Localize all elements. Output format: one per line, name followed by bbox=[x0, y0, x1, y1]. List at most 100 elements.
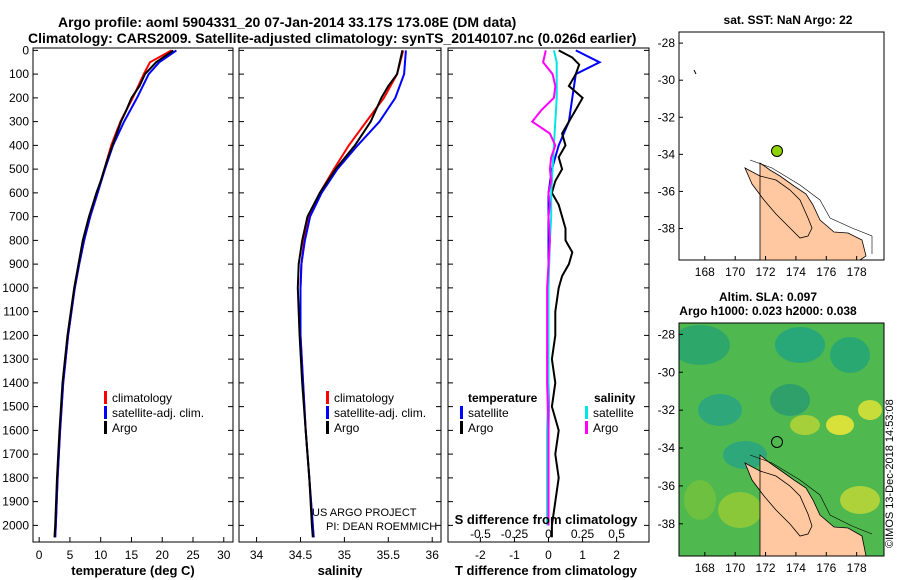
lon-tick-label: 176 bbox=[816, 265, 836, 279]
depth-tick-label: 1400 bbox=[2, 376, 29, 390]
x-tick-label: 30 bbox=[217, 548, 231, 562]
legend-swatch-argo bbox=[326, 421, 329, 434]
sla-map-title1: Altim. SLA: 0.097 bbox=[719, 290, 817, 304]
sla-map-frame bbox=[678, 322, 885, 557]
salinity-xlabel: salinity bbox=[318, 563, 364, 578]
legend-temperature-head: temperature bbox=[468, 391, 538, 405]
lon-tick-label: 178 bbox=[847, 265, 867, 279]
depth-tick-label: 1000 bbox=[2, 281, 29, 295]
series-s-argo-line bbox=[530, 50, 557, 526]
x-tick-label: 5 bbox=[67, 548, 74, 562]
legend-climatology: climatology bbox=[112, 391, 172, 405]
lat-tick-label: -28 bbox=[658, 327, 676, 341]
lat-tick-label: -28 bbox=[658, 36, 676, 50]
s-tick-label: -0.25 bbox=[501, 527, 529, 541]
lon-tick-label: 172 bbox=[756, 265, 776, 279]
s-tick-label: 0.25 bbox=[571, 527, 595, 541]
x-tick-label: 35 bbox=[338, 548, 352, 562]
legend-s-argo: Argo bbox=[593, 421, 619, 435]
legend-argo: Argo bbox=[334, 421, 360, 435]
sst-coast-contour bbox=[749, 159, 873, 254]
x-tick-label: 36 bbox=[426, 548, 440, 562]
legend-t-argo: Argo bbox=[468, 421, 494, 435]
x-tick-label: 15 bbox=[125, 548, 139, 562]
sst-map-title: sat. SST: NaN Argo: 22 bbox=[724, 13, 853, 27]
lat-tick-label: -32 bbox=[658, 110, 676, 124]
credit-pi: PI: DEAN ROEMMICH bbox=[326, 521, 437, 533]
x-tick-label: 25 bbox=[186, 548, 200, 562]
sla-map-axes: 168 170 172 174 176 178 -28 -30 -32 -34 -36 -38 bbox=[658, 327, 867, 575]
depth-tick-label: 700 bbox=[9, 210, 29, 224]
s-difference-xlabel: S difference from climatology bbox=[455, 512, 639, 527]
legend-satellite: satellite-adj. clim. bbox=[334, 406, 426, 420]
s-tick-label: -0.5 bbox=[470, 527, 491, 541]
legend-climatology: climatology bbox=[334, 391, 394, 405]
lon-tick-label: 170 bbox=[725, 265, 745, 279]
legend-s-satellite: satellite bbox=[593, 406, 634, 420]
series-t-argo-line bbox=[550, 49, 584, 538]
imos-watermark: ©IMOS 13-Dec-2018 14:53:08 bbox=[884, 399, 896, 548]
x-tick-label: 35.5 bbox=[377, 548, 401, 562]
credit-project: US ARGO PROJECT bbox=[312, 507, 417, 519]
depth-tick-label: 900 bbox=[9, 257, 29, 271]
depth-tick-label: 1100 bbox=[3, 305, 29, 319]
depth-tick-label: 1600 bbox=[2, 423, 29, 437]
x-tick-label: 2 bbox=[613, 548, 620, 562]
lat-tick-label: -30 bbox=[658, 365, 676, 379]
x-tick-label: 34 bbox=[250, 548, 264, 562]
depth-tick-label: 1500 bbox=[2, 400, 29, 414]
temperature-legend: climatology satellite-adj. clim. Argo bbox=[104, 391, 204, 435]
depth-tick-label: 1900 bbox=[2, 495, 29, 509]
t-difference-xlabel: T difference from climatology bbox=[455, 563, 638, 578]
legend-swatch-satellite bbox=[104, 406, 107, 419]
legend-swatch-climatology bbox=[104, 391, 107, 404]
salinity-panel: 34 34.5 35 35.5 36 salinity climatology sate… bbox=[238, 47, 442, 578]
temperature-xlabel: temperature (deg C) bbox=[71, 563, 195, 578]
figure-title-line1: Argo profile: aoml 5904331_20 07-Jan-201… bbox=[58, 14, 516, 30]
x-tick-label: 0 bbox=[36, 548, 43, 562]
legend-swatch-s-satellite bbox=[585, 406, 588, 419]
lat-tick-label: -32 bbox=[658, 403, 676, 417]
salinity-frame bbox=[238, 47, 442, 543]
depth-tick-label: 400 bbox=[9, 138, 29, 152]
depth-tick-label: 1300 bbox=[2, 352, 29, 366]
sst-land bbox=[744, 162, 867, 261]
lat-tick-label: -36 bbox=[658, 479, 676, 493]
lon-tick-label: 174 bbox=[786, 561, 806, 575]
depth-tick-label: 1700 bbox=[2, 447, 29, 461]
x-tick-label: 34.5 bbox=[289, 548, 313, 562]
depth-tick-label: 2000 bbox=[2, 518, 29, 532]
x-tick-label: 1 bbox=[579, 548, 586, 562]
sla-map: Altim. SLA: 0.097 Argo h1000: 0.023 h200… bbox=[658, 290, 885, 575]
sst-map: sat. SST: NaN Argo: 22 168 170 172 174 176 17… bbox=[658, 13, 885, 279]
depth-axis: 0 100 200 300 400 500 600 700 800 900 1000 1100 1200… bbox=[2, 43, 29, 532]
s-tick-label: 0 bbox=[545, 527, 552, 541]
x-tick-label: -2 bbox=[475, 548, 486, 562]
difference-legend: temperature satellite Argo salinity sate… bbox=[460, 391, 636, 435]
sst-argo-location bbox=[771, 145, 783, 157]
salinity-legend: climatology satellite-adj. clim. Argo bbox=[326, 391, 426, 435]
depth-tick-label: 300 bbox=[9, 115, 29, 129]
legend-swatch-t-satellite bbox=[460, 406, 463, 419]
x-tick-label: 20 bbox=[156, 548, 170, 562]
legend-argo: Argo bbox=[112, 421, 138, 435]
lat-tick-label: -30 bbox=[658, 73, 676, 87]
lat-tick-label: -34 bbox=[658, 147, 676, 161]
series-argo-line bbox=[296, 50, 404, 538]
x-tick-label: 10 bbox=[94, 548, 108, 562]
x-tick-label: -1 bbox=[509, 548, 520, 562]
x-tick-label: 0 bbox=[545, 548, 552, 562]
series-satellite-adj-clim--line bbox=[299, 50, 407, 538]
series-climatology-line bbox=[299, 50, 405, 538]
legend-swatch-t-argo bbox=[460, 421, 463, 434]
lat-tick-label: -38 bbox=[658, 221, 676, 235]
lon-tick-label: 168 bbox=[695, 561, 715, 575]
figure-title-line2: Climatology: CARS2009. Satellite-adjuste… bbox=[28, 30, 636, 46]
depth-tick-label: 200 bbox=[9, 91, 29, 105]
lon-tick-label: 174 bbox=[786, 265, 806, 279]
legend-t-satellite: satellite bbox=[468, 406, 509, 420]
temperature-frame bbox=[32, 47, 234, 543]
legend-satellite: satellite-adj. clim. bbox=[112, 406, 204, 420]
legend-salinity-head: salinity bbox=[594, 391, 636, 405]
